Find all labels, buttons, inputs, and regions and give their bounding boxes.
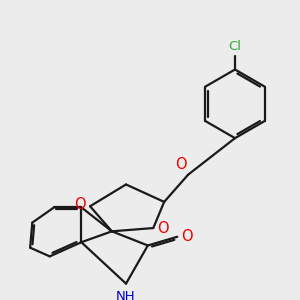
Text: NH: NH [116,290,136,300]
Text: O: O [175,157,187,172]
Text: O: O [74,197,86,212]
Text: Cl: Cl [229,40,242,53]
Text: O: O [157,220,169,236]
Text: O: O [181,229,193,244]
